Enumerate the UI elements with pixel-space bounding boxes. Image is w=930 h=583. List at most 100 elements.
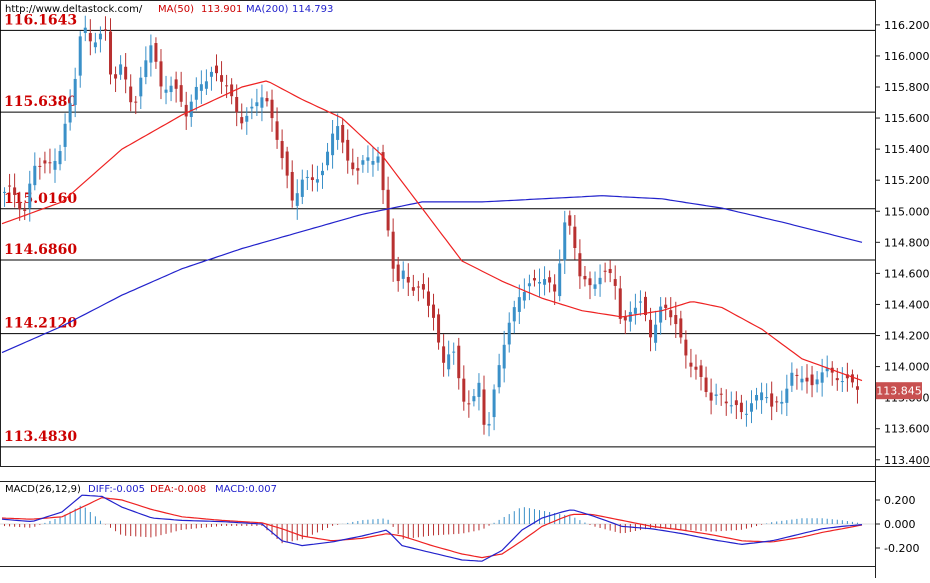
- candle: [755, 387, 759, 410]
- candle: [654, 310, 658, 351]
- candle: [416, 280, 420, 302]
- candle: [144, 46, 148, 85]
- candle: [699, 359, 703, 391]
- candle: [805, 364, 809, 394]
- candle: [114, 66, 118, 93]
- macd-tick-label: 0.000: [884, 518, 916, 531]
- candle: [164, 75, 168, 105]
- candle: [68, 89, 72, 131]
- candle: [749, 390, 753, 424]
- candle: [103, 16, 107, 41]
- candle: [810, 365, 814, 398]
- candle: [361, 154, 365, 173]
- current-price-label: 113.845: [876, 385, 922, 398]
- candle: [502, 330, 506, 383]
- candle: [98, 26, 102, 53]
- candle: [548, 270, 552, 293]
- macd-value: MACD:0.007: [215, 484, 277, 495]
- candle: [512, 300, 516, 334]
- candle: [507, 312, 511, 353]
- candle: [684, 330, 688, 369]
- candle: [109, 18, 113, 85]
- candle: [421, 273, 425, 299]
- candle: [608, 260, 612, 283]
- candle: [320, 162, 324, 189]
- candle: [588, 271, 592, 300]
- candle: [558, 249, 562, 302]
- ma50-label: MA(50): [158, 4, 194, 15]
- candle: [48, 148, 52, 174]
- candle: [290, 160, 294, 208]
- candle: [492, 384, 496, 431]
- candle: [270, 89, 274, 132]
- candle: [194, 77, 198, 111]
- candle: [280, 129, 284, 170]
- candle: [88, 19, 92, 56]
- y-tick-label: 114.800: [884, 236, 930, 249]
- candle: [770, 381, 774, 421]
- ma50-line: [1, 80, 863, 382]
- candle: [689, 348, 693, 378]
- candle: [447, 340, 451, 377]
- candle: [310, 164, 314, 192]
- candle: [315, 165, 319, 192]
- candle: [739, 394, 743, 420]
- candle: [326, 142, 330, 171]
- candle: [785, 374, 789, 416]
- level-label: 113.4830: [4, 429, 77, 445]
- site-url: http://www.deltastock.com/: [5, 4, 143, 15]
- current-price-badge: [876, 382, 922, 400]
- candle: [220, 61, 224, 94]
- macd-diff-value: DIFF:-0.005: [88, 484, 145, 495]
- candle: [13, 173, 17, 208]
- candle: [714, 383, 718, 405]
- candle: [240, 103, 244, 130]
- candle: [83, 15, 87, 42]
- candle: [23, 202, 27, 220]
- candle: [543, 266, 547, 296]
- candle: [406, 263, 410, 297]
- candle: [482, 375, 486, 435]
- candle: [659, 297, 663, 335]
- candle: [58, 144, 62, 171]
- candle: [124, 53, 128, 94]
- candle: [295, 179, 299, 220]
- candle: [3, 187, 7, 207]
- y-tick-label: 115.600: [884, 112, 930, 125]
- candle: [381, 144, 385, 205]
- macd-tick-label: -0.200: [884, 542, 919, 555]
- candle: [517, 284, 521, 324]
- candle: [467, 390, 471, 418]
- candle: [53, 148, 57, 183]
- candle: [628, 301, 632, 332]
- level-label: 116.1643: [4, 12, 77, 28]
- moving-averages-layer: [1, 80, 863, 382]
- candle: [119, 55, 123, 80]
- candle: [679, 310, 683, 344]
- candle: [734, 391, 738, 420]
- candle: [573, 215, 577, 260]
- candle: [765, 383, 769, 404]
- level-label: 115.6380: [4, 94, 77, 110]
- candle: [426, 277, 430, 318]
- candle: [8, 173, 12, 193]
- candle: [638, 290, 642, 316]
- levels-layer: 116.1643115.6380115.0160114.6860114.2120…: [0, 12, 875, 448]
- candle: [568, 210, 572, 235]
- candle: [366, 145, 370, 173]
- candle: [472, 388, 476, 407]
- candle: [437, 308, 441, 350]
- y-tick-label: 116.000: [884, 50, 930, 63]
- candle: [527, 274, 531, 301]
- candle: [78, 31, 82, 88]
- y-tick-label: 116.200: [884, 19, 930, 32]
- candle: [300, 169, 304, 205]
- candle: [209, 66, 213, 91]
- candle: [578, 239, 582, 289]
- y-tick-label: 114.400: [884, 298, 930, 311]
- candle: [38, 157, 42, 180]
- candle: [346, 129, 350, 174]
- candle: [371, 147, 375, 177]
- candle: [462, 365, 466, 411]
